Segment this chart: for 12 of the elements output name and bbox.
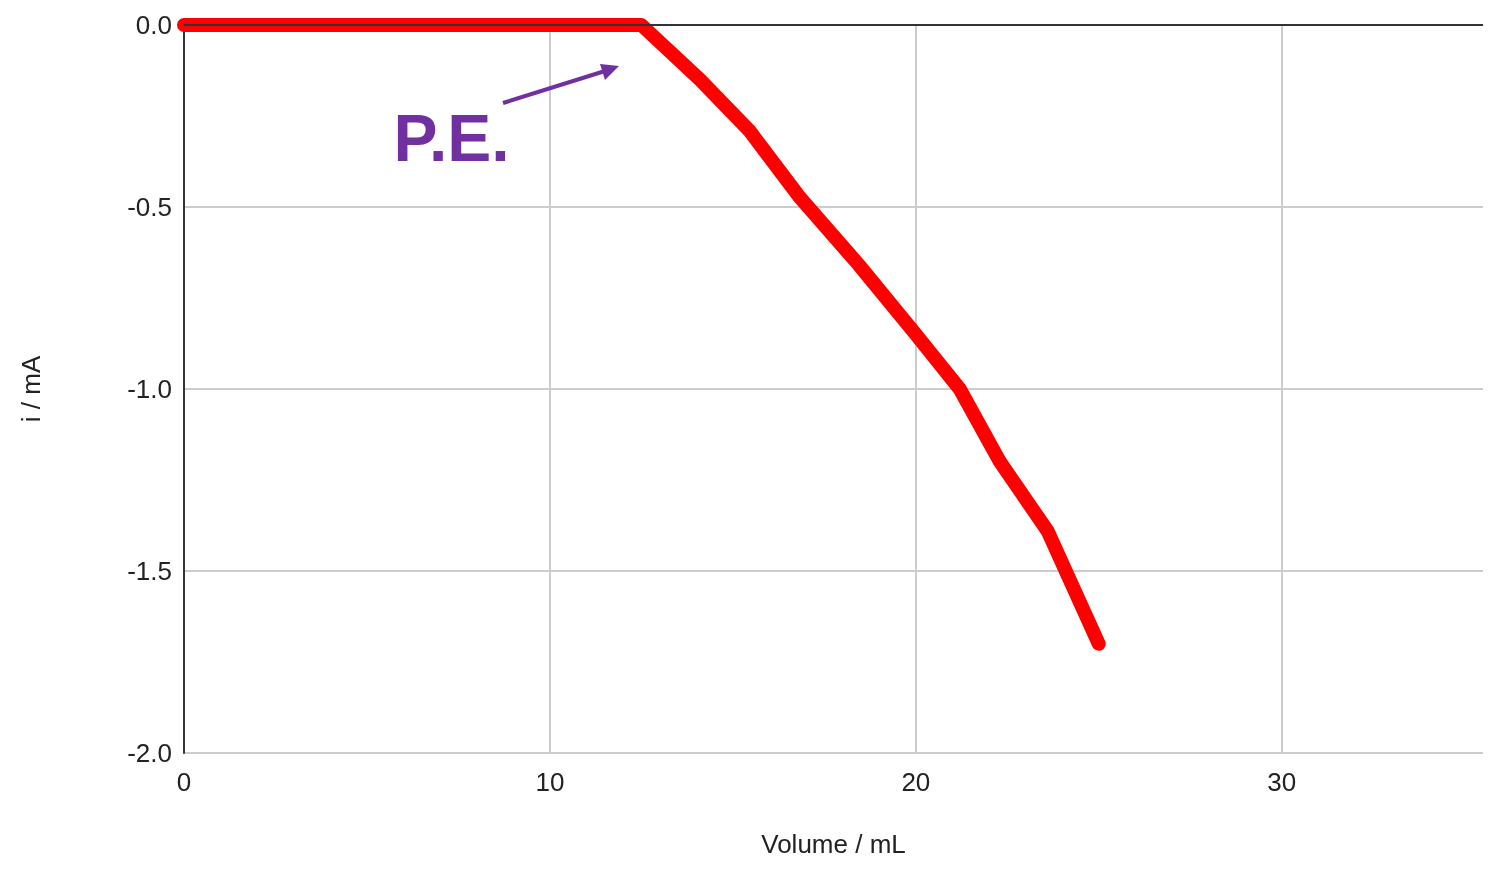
y-tick-label: -1.5 xyxy=(127,556,172,586)
y-tick-label: -1.0 xyxy=(127,374,172,404)
y-tick-label: -0.5 xyxy=(127,192,172,222)
x-tick-label: 0 xyxy=(176,767,192,797)
y-tick-label: 0.0 xyxy=(135,10,172,40)
y-axis-title: i / mA xyxy=(16,355,46,423)
x-tick-label: 10 xyxy=(535,767,565,797)
annotation: P.E. xyxy=(393,101,510,175)
x-axis-title: Volume / mL xyxy=(761,829,906,859)
x-tick-label: 20 xyxy=(901,767,931,797)
y-tick-label: -2.0 xyxy=(127,738,172,768)
x-tick-label: 30 xyxy=(1267,767,1297,797)
